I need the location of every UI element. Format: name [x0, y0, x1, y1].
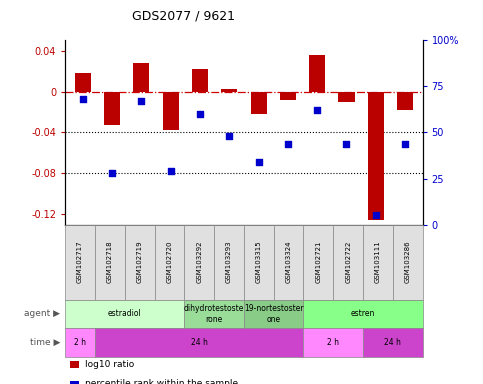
Bar: [163, 91, 179, 131]
Text: GSM102719: GSM102719: [137, 241, 142, 283]
Bar: [104, 91, 120, 125]
Point: [226, 133, 233, 139]
Text: GSM102722: GSM102722: [345, 241, 351, 283]
Text: 19-nortestoster
one: 19-nortestoster one: [244, 304, 303, 324]
Bar: [75, 73, 91, 91]
Point: [284, 141, 292, 147]
Text: GSM103286: GSM103286: [405, 241, 411, 283]
Text: GSM103292: GSM103292: [196, 241, 202, 283]
Point: [401, 141, 409, 147]
Point: [255, 159, 262, 165]
Text: GSM102720: GSM102720: [167, 241, 172, 283]
Text: 2 h: 2 h: [327, 338, 339, 347]
Text: GSM103324: GSM103324: [285, 241, 292, 283]
Point: [196, 111, 204, 117]
Bar: [339, 91, 355, 102]
Point: [342, 141, 350, 147]
Text: GSM102718: GSM102718: [107, 241, 113, 283]
Text: estren: estren: [351, 310, 375, 318]
Text: GSM103293: GSM103293: [226, 241, 232, 283]
Bar: [309, 55, 325, 91]
Bar: [251, 91, 267, 114]
Text: GSM102717: GSM102717: [77, 241, 83, 283]
Text: 2 h: 2 h: [74, 338, 86, 347]
Text: percentile rank within the sample: percentile rank within the sample: [85, 379, 238, 384]
Text: 24 h: 24 h: [191, 338, 208, 347]
Text: agent ▶: agent ▶: [24, 310, 60, 318]
Point: [167, 168, 174, 174]
Text: time ▶: time ▶: [30, 338, 60, 347]
Bar: [397, 91, 413, 110]
Bar: [368, 91, 384, 220]
Text: 24 h: 24 h: [384, 338, 401, 347]
Text: GSM102721: GSM102721: [315, 241, 321, 283]
Bar: [192, 69, 208, 91]
Text: log10 ratio: log10 ratio: [85, 360, 134, 369]
Text: GDS2077 / 9621: GDS2077 / 9621: [132, 10, 235, 23]
Text: estradiol: estradiol: [108, 310, 142, 318]
Text: dihydrotestoste
rone: dihydrotestoste rone: [184, 304, 244, 324]
Point: [372, 212, 380, 218]
Point: [108, 170, 116, 176]
Bar: [280, 91, 296, 100]
Point: [313, 107, 321, 113]
Point: [79, 96, 86, 103]
Bar: [221, 89, 237, 91]
Text: GSM103111: GSM103111: [375, 241, 381, 283]
Point: [138, 98, 145, 104]
Text: GSM103315: GSM103315: [256, 241, 262, 283]
Bar: [133, 63, 149, 91]
